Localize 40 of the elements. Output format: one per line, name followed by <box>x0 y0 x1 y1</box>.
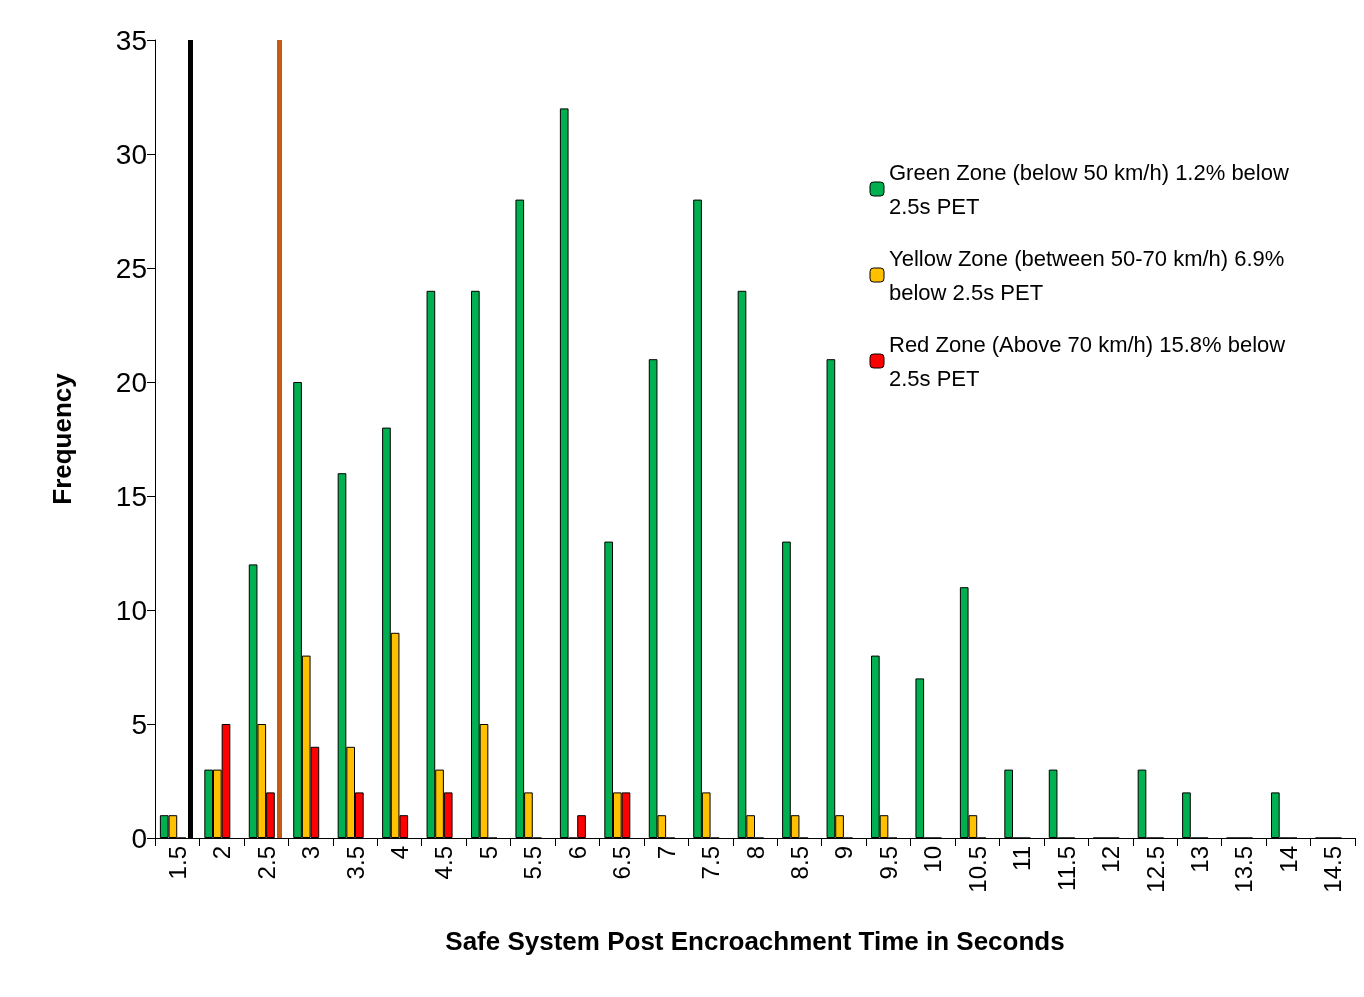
x-tick-label: 13.5 <box>1230 846 1258 893</box>
legend-label: Green Zone (below 50 km/h) 1.2% below 2.5s PET <box>889 159 1295 219</box>
y-axis-title: Frequency <box>47 372 77 505</box>
y-tick-label: 5 <box>131 708 147 740</box>
x-tick-label: 13 <box>1185 846 1213 873</box>
x-tick-label: 7.5 <box>697 846 725 880</box>
x-tick-label: 10.5 <box>963 846 991 893</box>
x-tick-label: 4.5 <box>430 846 458 880</box>
x-tick-label: 3.5 <box>341 846 369 880</box>
x-tick-label: 6 <box>563 846 591 860</box>
x-tick-label: 9 <box>830 846 858 860</box>
x-tick-label: 12 <box>1097 846 1125 873</box>
x-tick-label: 2 <box>208 846 236 860</box>
y-tick-label: 35 <box>115 24 147 56</box>
x-tick-label: 5 <box>474 846 502 860</box>
x-tick-label: 11 <box>1008 846 1036 871</box>
legend-label: Yellow Zone (between 50-70 km/h) 6.9% below 2.5s PET <box>889 245 1291 305</box>
x-tick-label: 12.5 <box>1141 846 1169 893</box>
x-tick-label: 8 <box>741 846 769 860</box>
y-tick-label: 30 <box>115 138 147 170</box>
x-tick-label: 7 <box>652 846 680 860</box>
x-tick-label: 5.5 <box>519 846 547 880</box>
x-tick-label: 14.5 <box>1319 846 1347 893</box>
x-tick-label: 2.5 <box>252 846 280 880</box>
x-tick-label: 4 <box>385 846 413 860</box>
x-tick-label: 10 <box>919 846 947 873</box>
x-tick-label: 3 <box>297 846 325 860</box>
y-tick-label: 25 <box>115 252 147 284</box>
y-tick-label: 10 <box>115 594 147 626</box>
y-tick-label: 15 <box>115 480 147 512</box>
x-tick-label: 14 <box>1274 846 1302 873</box>
x-tick-label: 9.5 <box>874 846 902 880</box>
y-tick-label: 0 <box>131 822 147 854</box>
x-tick-label: 1.5 <box>163 846 191 880</box>
x-tick-label: 6.5 <box>608 846 636 880</box>
x-tick-label: 8.5 <box>785 846 813 880</box>
legend-label: Red Zone (Above 70 km/h) 15.8% below 2.5s PET <box>889 331 1292 391</box>
x-tick-label: 11.5 <box>1052 846 1080 891</box>
y-tick-label: 20 <box>115 366 147 398</box>
x-axis-title: Safe System Post Encroachment Time in Seconds <box>445 926 1065 956</box>
